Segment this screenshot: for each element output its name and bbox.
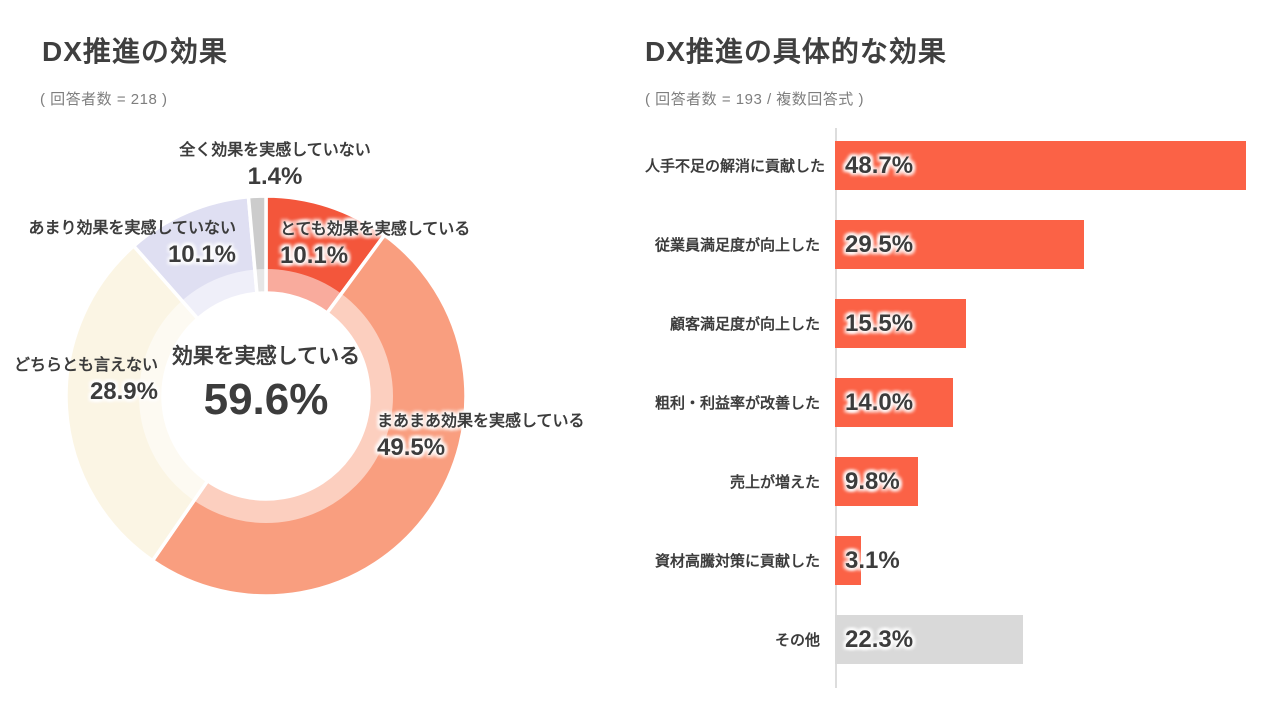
bar-track: 48.7% <box>835 141 1273 190</box>
segment-value: 1.4% <box>247 163 303 190</box>
segment-label: 全く効果を実感していない <box>179 142 371 159</box>
donut-label-no-effect: 全く効果を実感していない 1.4% <box>160 141 390 191</box>
bar-fill <box>835 141 1246 190</box>
bar-fill <box>835 457 918 506</box>
donut-svg <box>64 194 468 598</box>
bar-track: 3.1% <box>835 536 1273 585</box>
bar-row: その他 22.3% <box>645 615 1273 664</box>
segment-value: 10.1% <box>167 241 236 268</box>
bar-track: 9.8% <box>835 457 1273 506</box>
center-value: 59.6% <box>203 375 329 424</box>
bar-row: 顧客満足度が向上した 15.5% <box>645 299 1273 348</box>
donut-label-neutral: どちらとも言えない 28.9% <box>0 356 158 406</box>
bar-value-label: 29.5% <box>845 230 914 258</box>
segment-label: とても効果を実感している <box>280 221 471 238</box>
donut-inner-highlight <box>139 269 393 523</box>
bar-value-label: 3.1% <box>845 546 900 574</box>
segment-label: あまり効果を実感していない <box>28 220 236 237</box>
bar-category-label: 資材高騰対策に貢献した <box>654 553 820 570</box>
bar-fill <box>835 536 861 585</box>
donut-chart-title: DX推進の効果 <box>42 36 228 67</box>
bar-value-label: 9.8% <box>845 467 900 495</box>
bar-fill <box>835 220 1084 269</box>
bar-row: 人手不足の解消に貢献した 48.7% <box>645 141 1273 190</box>
donut-label-strong-effect: とても効果を実感している 10.1% <box>280 220 470 270</box>
bar-value-label: 15.5% <box>845 309 914 337</box>
donut-chart <box>64 194 468 598</box>
bar-category-label: 粗利・利益率が改善した <box>654 395 820 412</box>
bar-row: 売上が増えた 9.8% <box>645 457 1273 506</box>
bar-category-label: 顧客満足度が向上した <box>669 316 820 333</box>
bar-track: 22.3% <box>835 615 1273 664</box>
bar-row: 粗利・利益率が改善した 14.0% <box>645 378 1273 427</box>
bar-fill <box>835 378 953 427</box>
bar-category-label: 売上が増えた <box>729 474 820 491</box>
bar-value-label: 48.7% <box>845 151 914 179</box>
segment-value: 49.5% <box>377 434 446 461</box>
donut-hole <box>163 293 369 499</box>
bar-fill <box>835 299 966 348</box>
bar-category-label: 従業員満足度が向上した <box>654 237 820 254</box>
bar-chart-subtitle: ( 回答者数 = 193 / 複数回答式 ) <box>645 91 864 108</box>
bar-category-label: その他 <box>774 632 820 649</box>
donut-label-some-effect: まあまあ効果を実感している 49.5% <box>377 412 585 462</box>
bar-fill <box>835 615 1023 664</box>
bar-chart: 人手不足の解消に貢献した 48.7% 従業員満足度が向上した 29.5% 顧客満足度が向… <box>645 141 1273 664</box>
segment-label: まあまあ効果を実感している <box>377 413 585 430</box>
bar-track: 15.5% <box>835 299 1273 348</box>
bar-track: 29.5% <box>835 220 1273 269</box>
bar-track: 14.0% <box>835 378 1273 427</box>
donut-center-label: 効果を実感している 59.6% <box>116 344 416 424</box>
bar-category-label: 人手不足の解消に貢献した <box>645 158 826 175</box>
bar-value-label: 22.3% <box>845 625 914 653</box>
bar-chart-title: DX推進の具体的な効果 <box>645 36 947 67</box>
center-label: 効果を実感している <box>171 345 361 368</box>
bar-value-label: 14.0% <box>845 388 914 416</box>
donut-chart-subtitle: ( 回答者数 = 218 ) <box>40 91 168 108</box>
segment-value: 28.9% <box>89 378 158 405</box>
bar-row: 従業員満足度が向上した 29.5% <box>645 220 1273 269</box>
bar-row: 資材高騰対策に貢献した 3.1% <box>645 536 1273 585</box>
segment-label: どちらとも言えない <box>13 357 158 374</box>
donut-label-little-effect: あまり効果を実感していない 10.1% <box>0 219 236 269</box>
segment-value: 10.1% <box>280 242 349 269</box>
